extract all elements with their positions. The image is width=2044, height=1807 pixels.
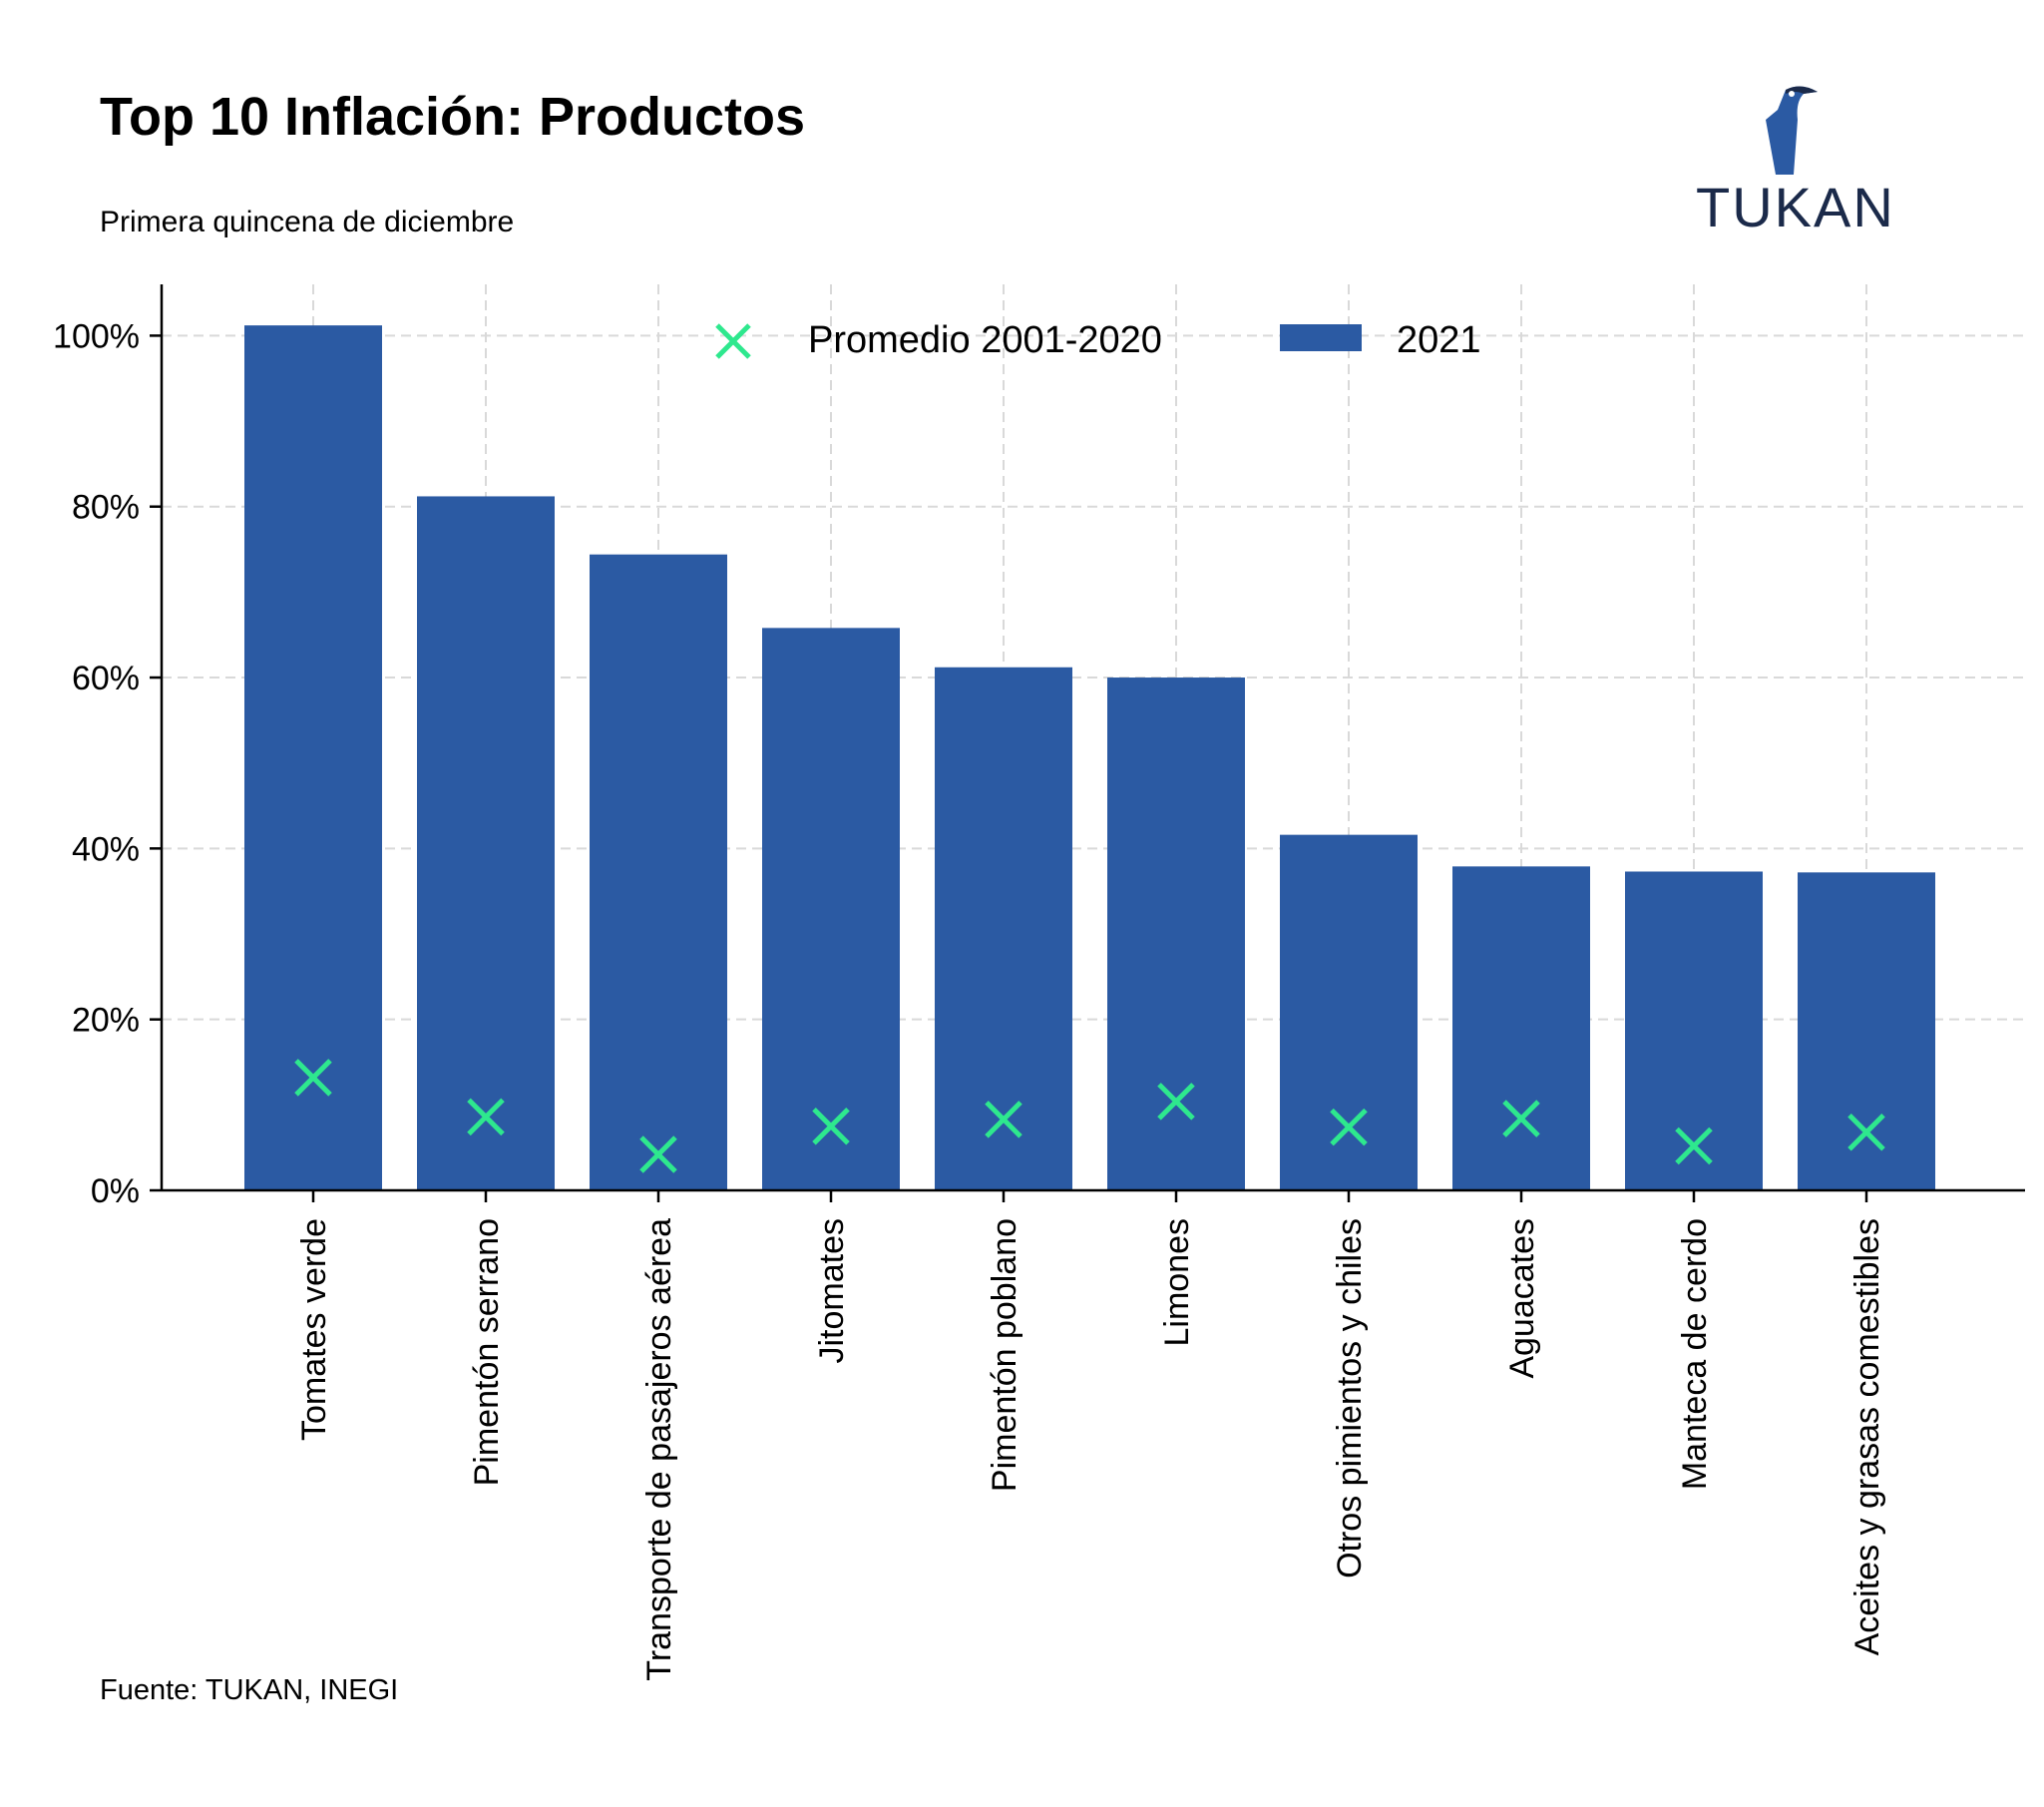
marker-promedio <box>639 1135 677 1173</box>
legend-swatch-2021 <box>1280 324 1362 351</box>
chart-subtitle: Primera quincena de diciembre <box>100 206 515 238</box>
marker-promedio <box>985 1101 1022 1138</box>
x-tick-label: Aceites y grasas comestibles <box>1848 1218 1886 1655</box>
bar-2021 <box>1280 834 1418 1190</box>
bar-2021 <box>1625 871 1763 1190</box>
y-tick-label: 60% <box>72 660 140 697</box>
x-tick-label: Pimentón poblano <box>986 1218 1023 1492</box>
legend-marker-promedio <box>715 323 751 359</box>
bar-2021 <box>417 496 555 1190</box>
bar-2021 <box>762 628 900 1190</box>
tukan-logo: TUKAN <box>1696 80 1895 239</box>
chart-title: Top 10 Inflación: Productos <box>100 87 806 147</box>
x-tick-label: Limones <box>1158 1218 1196 1347</box>
marker-promedio <box>1330 1108 1368 1146</box>
x-tick-label: Pimentón serrano <box>468 1218 506 1486</box>
marker-promedio <box>1502 1100 1540 1137</box>
bar-2021 <box>935 667 1072 1190</box>
y-tick-label: 20% <box>72 1002 140 1040</box>
legend-label-2021: 2021 <box>1397 319 1481 361</box>
marker-promedio <box>1847 1113 1885 1151</box>
bar-2021 <box>1107 678 1245 1190</box>
marker-promedio <box>812 1107 850 1145</box>
marker-promedio <box>467 1098 505 1136</box>
x-tick-label: Transporte de pasajeros aérea <box>640 1218 678 1681</box>
marker-promedio <box>294 1059 332 1097</box>
y-tick-label: 40% <box>72 830 140 868</box>
x-tick-label: Jitomates <box>813 1218 851 1364</box>
source-note: Fuente: TUKAN, INEGI <box>100 1674 399 1706</box>
bar-2021 <box>1798 872 1935 1190</box>
toucan-icon <box>1766 86 1818 175</box>
x-tick-label: Tomates verde <box>295 1218 333 1441</box>
y-tick-label: 100% <box>53 317 140 355</box>
bar-2021 <box>244 325 382 1191</box>
x-tick-label: Aguacates <box>1503 1218 1541 1379</box>
y-tick-label: 0% <box>91 1172 140 1210</box>
marker-promedio <box>1157 1083 1195 1121</box>
bar-2021 <box>590 554 727 1190</box>
bar-2021 <box>1452 866 1590 1190</box>
x-tick-label: Otros pimientos y chiles <box>1331 1218 1369 1579</box>
legend-label-promedio: Promedio 2001-2020 <box>808 319 1162 361</box>
logo-text: TUKAN <box>1696 176 1895 238</box>
marker-promedio <box>1675 1127 1713 1165</box>
x-tick-label: Manteca de cerdo <box>1676 1218 1714 1490</box>
y-tick-label: 80% <box>72 489 140 527</box>
